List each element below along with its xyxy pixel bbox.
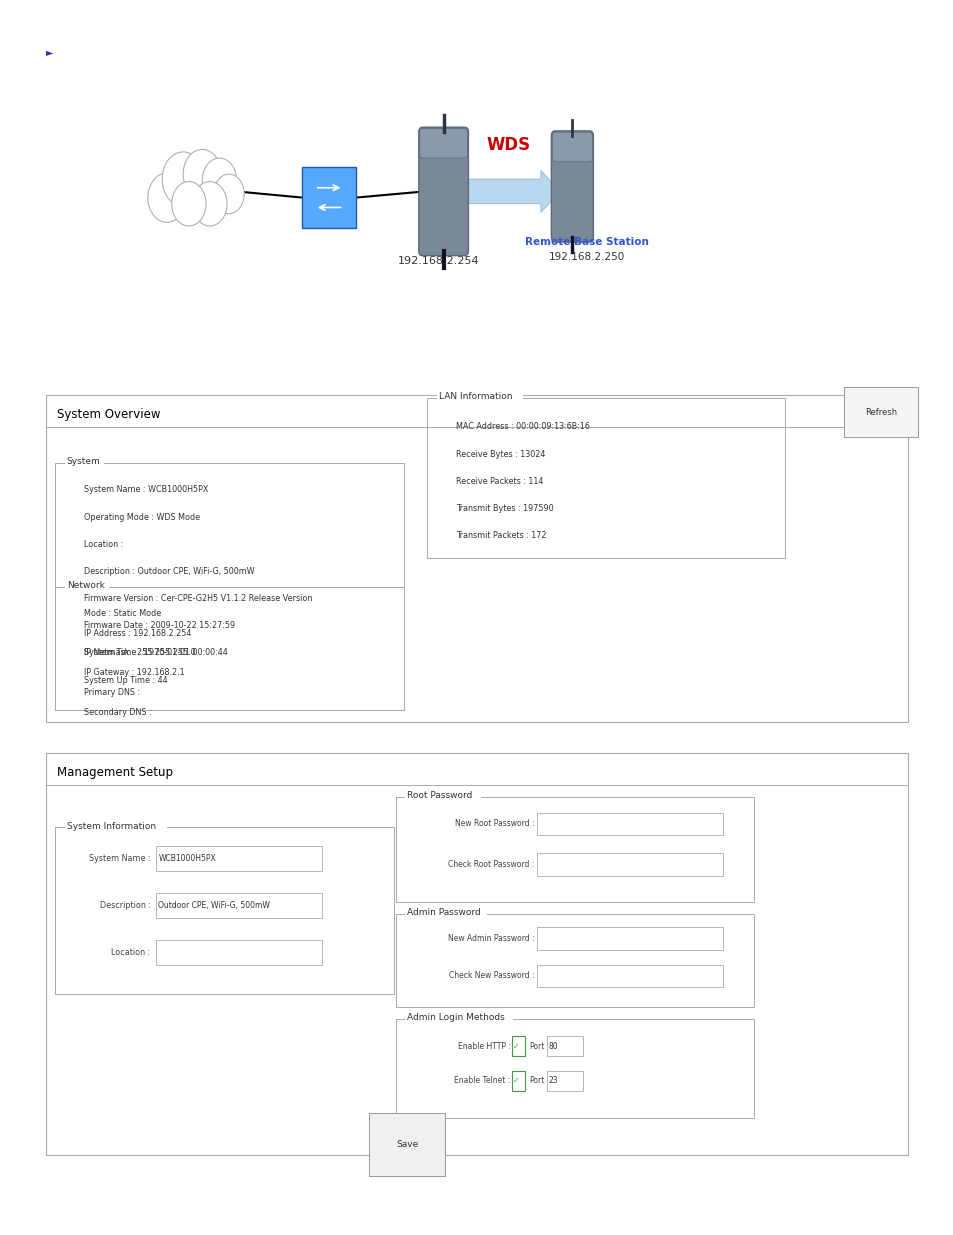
Text: System Up Time : 44: System Up Time : 44 [84,676,168,684]
FancyBboxPatch shape [537,965,722,987]
FancyBboxPatch shape [155,893,322,918]
Text: Outdoor CPE, WiFi-G, 500mW: Outdoor CPE, WiFi-G, 500mW [158,900,270,910]
FancyBboxPatch shape [537,927,722,950]
Text: WCB1000H5PX: WCB1000H5PX [158,853,216,863]
FancyBboxPatch shape [546,1071,582,1091]
FancyBboxPatch shape [395,1019,753,1118]
Circle shape [213,174,244,214]
FancyBboxPatch shape [427,398,784,558]
FancyBboxPatch shape [537,813,722,835]
Text: Port: Port [529,1041,544,1051]
FancyBboxPatch shape [546,1036,582,1056]
FancyBboxPatch shape [512,1071,524,1091]
Text: System Time : 1970-01-01 00:00:44: System Time : 1970-01-01 00:00:44 [84,648,228,657]
FancyBboxPatch shape [46,753,907,1155]
Text: Port: Port [529,1076,544,1086]
Text: IP Netmask : 255.255.255.0: IP Netmask : 255.255.255.0 [84,648,195,657]
FancyBboxPatch shape [512,1036,524,1056]
Text: Primary DNS :: Primary DNS : [84,688,140,697]
Text: Network: Network [67,580,105,590]
Text: IP Address : 192.168.2.254: IP Address : 192.168.2.254 [84,629,192,637]
FancyBboxPatch shape [155,940,322,965]
FancyBboxPatch shape [537,853,722,876]
Text: Transmit Packets : 172: Transmit Packets : 172 [456,531,546,540]
Text: ✓: ✓ [513,1076,519,1086]
FancyBboxPatch shape [46,395,907,722]
Text: Root Password: Root Password [407,790,473,800]
Text: Location :: Location : [84,540,123,548]
Text: ►: ► [46,47,53,57]
FancyBboxPatch shape [55,827,394,994]
Text: 192.168.2.250: 192.168.2.250 [548,252,624,262]
FancyBboxPatch shape [395,797,753,902]
Text: Refresh: Refresh [863,408,896,416]
Text: Firmware Version : Cer-CPE-G2H5 V1.1.2 Release Version: Firmware Version : Cer-CPE-G2H5 V1.1.2 R… [84,594,312,603]
Text: Location :: Location : [112,947,151,957]
Circle shape [172,182,206,226]
Text: System Information: System Information [67,821,155,831]
Text: Remote Base Station: Remote Base Station [524,237,648,247]
FancyArrow shape [467,170,559,212]
Text: WDS: WDS [486,136,530,154]
Text: New Root Password :: New Root Password : [455,819,534,829]
Text: System Name : WCB1000H5PX: System Name : WCB1000H5PX [84,485,208,494]
Text: Description :: Description : [100,900,151,910]
Text: System: System [67,457,100,467]
Text: Enable Telnet :: Enable Telnet : [454,1076,510,1086]
Text: Receive Packets : 114: Receive Packets : 114 [456,477,543,485]
Circle shape [202,158,236,203]
Text: IP Gateway : 192.168.2.1: IP Gateway : 192.168.2.1 [84,668,184,677]
Text: System Name :: System Name : [89,853,151,863]
Text: Admin Password: Admin Password [407,908,480,918]
Text: New Admin Password :: New Admin Password : [447,934,534,944]
Text: Firmware Date : 2009-10-22 15:27:59: Firmware Date : 2009-10-22 15:27:59 [84,621,234,630]
Text: MAC Address : 00:00:09:13:6B:16: MAC Address : 00:00:09:13:6B:16 [456,422,589,431]
Text: Transmit Bytes : 197590: Transmit Bytes : 197590 [456,504,553,513]
Text: 23: 23 [548,1076,558,1086]
Text: Receive Bytes : 13024: Receive Bytes : 13024 [456,450,545,458]
Text: Secondary DNS :: Secondary DNS : [84,708,152,716]
Circle shape [148,173,186,222]
Text: LAN Information: LAN Information [438,391,512,401]
Text: Check Root Password :: Check Root Password : [448,860,534,869]
Text: Description : Outdoor CPE, WiFi-G, 500mW: Description : Outdoor CPE, WiFi-G, 500mW [84,567,254,576]
Text: Mode : Static Mode: Mode : Static Mode [84,609,161,618]
Circle shape [193,182,227,226]
Text: Save: Save [395,1140,417,1150]
Text: 80: 80 [548,1041,558,1051]
FancyBboxPatch shape [55,463,403,710]
Text: Enable HTTP :: Enable HTTP : [457,1041,510,1051]
FancyBboxPatch shape [551,131,593,242]
Circle shape [162,152,204,206]
Text: Management Setup: Management Setup [57,766,173,779]
Circle shape [183,149,221,199]
FancyBboxPatch shape [395,914,753,1007]
Text: 192.168.2.254: 192.168.2.254 [397,256,479,266]
FancyBboxPatch shape [552,132,592,162]
Text: ✓: ✓ [513,1041,519,1051]
FancyBboxPatch shape [418,127,468,256]
FancyBboxPatch shape [55,587,403,710]
FancyBboxPatch shape [155,846,322,871]
Text: Admin Login Methods: Admin Login Methods [407,1013,504,1023]
Text: Check New Password :: Check New Password : [448,971,534,981]
Text: System Overview: System Overview [57,408,160,421]
FancyBboxPatch shape [419,128,467,158]
FancyBboxPatch shape [302,167,355,228]
Text: Operating Mode : WDS Mode: Operating Mode : WDS Mode [84,513,200,521]
